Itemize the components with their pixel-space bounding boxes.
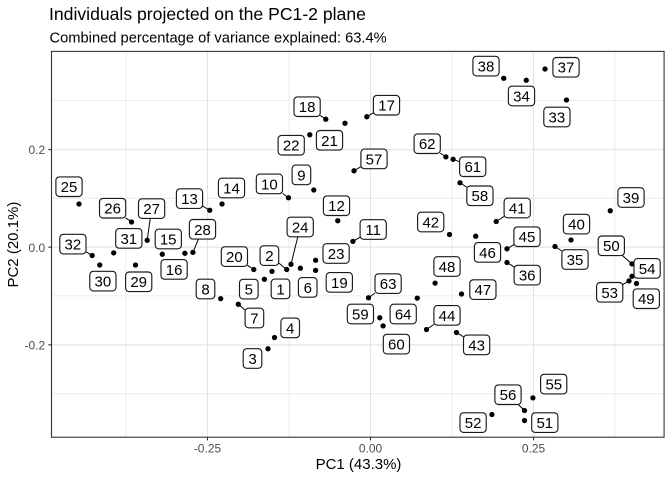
svg-text:42: 42 — [422, 214, 439, 231]
svg-text:57: 57 — [366, 151, 383, 168]
svg-text:62: 62 — [419, 136, 436, 153]
svg-text:11: 11 — [365, 222, 381, 239]
svg-text:32: 32 — [65, 237, 82, 254]
svg-text:17: 17 — [378, 98, 395, 115]
svg-text:16: 16 — [166, 262, 183, 279]
svg-text:25: 25 — [61, 179, 78, 196]
svg-text:-0.25: -0.25 — [194, 442, 222, 456]
svg-text:13: 13 — [181, 191, 198, 208]
svg-text:28: 28 — [194, 222, 211, 239]
svg-text:34: 34 — [513, 89, 530, 106]
svg-text:0.2: 0.2 — [29, 143, 46, 157]
svg-text:Individuals projected on the P: Individuals projected on the PC1-2 plane — [49, 4, 366, 24]
svg-text:PC2 (20.1%): PC2 (20.1%) — [5, 202, 22, 288]
svg-text:2: 2 — [265, 248, 273, 265]
svg-text:54: 54 — [639, 261, 656, 278]
svg-text:Combined percentage of varianc: Combined percentage of variance explaine… — [50, 30, 387, 46]
svg-text:46: 46 — [479, 245, 496, 262]
svg-text:20: 20 — [226, 249, 243, 266]
svg-text:18: 18 — [299, 99, 316, 116]
svg-text:26: 26 — [104, 201, 121, 218]
svg-text:58: 58 — [472, 188, 489, 205]
svg-text:35: 35 — [567, 252, 584, 269]
svg-text:8: 8 — [201, 282, 209, 299]
svg-text:3: 3 — [248, 351, 256, 368]
svg-text:39: 39 — [623, 190, 640, 207]
svg-text:21: 21 — [321, 133, 338, 150]
svg-text:47: 47 — [475, 282, 492, 299]
svg-text:9: 9 — [297, 167, 305, 184]
svg-text:19: 19 — [331, 275, 348, 292]
svg-text:0.00: 0.00 — [359, 442, 383, 456]
svg-text:23: 23 — [328, 246, 345, 263]
svg-text:63: 63 — [380, 276, 397, 293]
svg-text:0.0: 0.0 — [29, 241, 46, 255]
svg-text:44: 44 — [439, 308, 456, 325]
svg-text:27: 27 — [143, 201, 160, 218]
svg-text:31: 31 — [120, 231, 137, 248]
svg-text:60: 60 — [388, 337, 405, 354]
svg-text:24: 24 — [292, 219, 309, 236]
svg-text:PC1 (43.3%): PC1 (43.3%) — [316, 456, 402, 473]
svg-text:48: 48 — [439, 259, 456, 276]
svg-text:0.25: 0.25 — [522, 442, 546, 456]
svg-text:50: 50 — [603, 238, 620, 255]
svg-text:55: 55 — [545, 377, 562, 394]
svg-text:14: 14 — [223, 180, 240, 197]
svg-text:43: 43 — [468, 337, 485, 354]
svg-text:40: 40 — [568, 217, 585, 234]
svg-text:49: 49 — [638, 291, 655, 308]
svg-text:6: 6 — [304, 280, 312, 297]
svg-text:45: 45 — [519, 229, 536, 246]
svg-text:30: 30 — [95, 274, 112, 291]
svg-text:38: 38 — [478, 59, 495, 76]
svg-text:15: 15 — [160, 232, 177, 249]
svg-text:1: 1 — [276, 281, 284, 298]
svg-text:-0.2: -0.2 — [25, 338, 46, 352]
svg-text:61: 61 — [464, 159, 481, 176]
svg-text:29: 29 — [130, 274, 147, 291]
svg-text:56: 56 — [500, 387, 517, 404]
svg-text:51: 51 — [536, 415, 553, 432]
svg-text:37: 37 — [558, 60, 575, 77]
svg-text:59: 59 — [352, 306, 369, 323]
svg-text:12: 12 — [328, 198, 345, 215]
svg-text:4: 4 — [286, 320, 294, 337]
svg-text:5: 5 — [245, 282, 253, 299]
svg-text:64: 64 — [395, 306, 412, 323]
svg-text:22: 22 — [283, 138, 300, 155]
svg-text:52: 52 — [465, 415, 482, 432]
svg-text:41: 41 — [509, 200, 526, 217]
svg-text:53: 53 — [601, 285, 618, 302]
svg-text:36: 36 — [519, 268, 536, 285]
svg-text:33: 33 — [549, 110, 566, 127]
svg-text:10: 10 — [261, 176, 278, 193]
svg-text:7: 7 — [250, 310, 258, 327]
